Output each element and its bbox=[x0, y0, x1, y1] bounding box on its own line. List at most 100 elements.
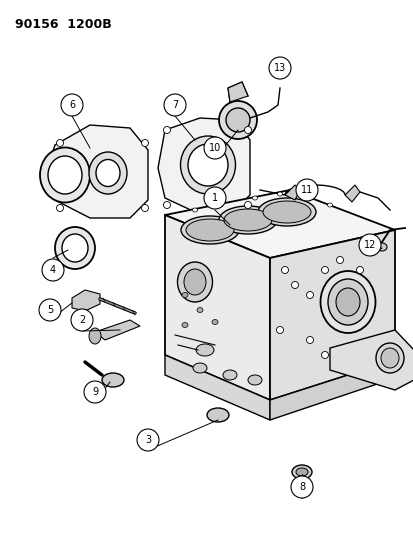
Ellipse shape bbox=[183, 269, 206, 295]
Text: 11: 11 bbox=[300, 185, 312, 195]
Ellipse shape bbox=[336, 256, 343, 263]
Circle shape bbox=[268, 57, 290, 79]
Ellipse shape bbox=[141, 205, 148, 212]
Polygon shape bbox=[228, 82, 247, 102]
Ellipse shape bbox=[269, 61, 289, 75]
Ellipse shape bbox=[291, 281, 298, 288]
Circle shape bbox=[71, 309, 93, 331]
Ellipse shape bbox=[55, 227, 95, 269]
Text: 5: 5 bbox=[47, 305, 53, 315]
Ellipse shape bbox=[375, 343, 403, 373]
Ellipse shape bbox=[180, 136, 235, 194]
Ellipse shape bbox=[89, 328, 101, 344]
Ellipse shape bbox=[102, 373, 124, 387]
Ellipse shape bbox=[163, 201, 170, 208]
Polygon shape bbox=[95, 320, 140, 340]
Circle shape bbox=[61, 94, 83, 116]
Circle shape bbox=[204, 137, 225, 159]
Ellipse shape bbox=[206, 408, 228, 422]
Ellipse shape bbox=[188, 144, 228, 186]
Ellipse shape bbox=[56, 140, 63, 147]
Polygon shape bbox=[165, 215, 269, 400]
Ellipse shape bbox=[192, 208, 197, 212]
Polygon shape bbox=[329, 330, 413, 390]
Ellipse shape bbox=[302, 193, 307, 197]
Ellipse shape bbox=[276, 327, 283, 334]
Ellipse shape bbox=[327, 279, 367, 325]
Ellipse shape bbox=[163, 126, 170, 133]
Circle shape bbox=[204, 187, 225, 209]
Ellipse shape bbox=[291, 465, 311, 479]
Polygon shape bbox=[165, 355, 269, 420]
Ellipse shape bbox=[197, 308, 202, 312]
Text: 8: 8 bbox=[298, 482, 304, 492]
Text: 2: 2 bbox=[79, 315, 85, 325]
Polygon shape bbox=[45, 125, 147, 218]
Text: 10: 10 bbox=[209, 143, 221, 153]
Circle shape bbox=[358, 234, 380, 256]
Circle shape bbox=[84, 381, 106, 403]
Ellipse shape bbox=[177, 262, 212, 302]
Circle shape bbox=[290, 476, 312, 498]
Text: 12: 12 bbox=[363, 240, 375, 250]
Ellipse shape bbox=[48, 156, 82, 194]
Ellipse shape bbox=[223, 209, 271, 231]
Ellipse shape bbox=[273, 64, 285, 72]
Circle shape bbox=[295, 179, 317, 201]
Text: 4: 4 bbox=[50, 265, 56, 275]
Ellipse shape bbox=[182, 322, 188, 327]
Ellipse shape bbox=[223, 370, 236, 380]
Ellipse shape bbox=[244, 201, 251, 208]
Polygon shape bbox=[344, 185, 359, 202]
Ellipse shape bbox=[281, 266, 288, 273]
Circle shape bbox=[39, 299, 61, 321]
Polygon shape bbox=[72, 290, 100, 311]
Ellipse shape bbox=[262, 201, 310, 223]
Ellipse shape bbox=[180, 216, 238, 244]
Ellipse shape bbox=[306, 336, 313, 343]
Ellipse shape bbox=[211, 319, 218, 325]
Polygon shape bbox=[165, 190, 394, 258]
Ellipse shape bbox=[376, 243, 386, 251]
Text: 1: 1 bbox=[211, 193, 218, 203]
Ellipse shape bbox=[327, 203, 332, 207]
Ellipse shape bbox=[195, 344, 214, 356]
Ellipse shape bbox=[380, 348, 398, 368]
Ellipse shape bbox=[320, 271, 375, 333]
Polygon shape bbox=[158, 118, 249, 212]
Ellipse shape bbox=[277, 192, 282, 196]
Circle shape bbox=[137, 429, 159, 451]
Circle shape bbox=[164, 94, 185, 116]
Ellipse shape bbox=[257, 198, 315, 226]
Ellipse shape bbox=[321, 266, 328, 273]
Ellipse shape bbox=[335, 288, 359, 316]
Text: 9: 9 bbox=[92, 387, 98, 397]
Ellipse shape bbox=[252, 196, 257, 200]
Ellipse shape bbox=[244, 126, 251, 133]
Ellipse shape bbox=[96, 159, 120, 187]
Ellipse shape bbox=[89, 152, 127, 194]
Ellipse shape bbox=[218, 206, 276, 234]
Ellipse shape bbox=[356, 266, 363, 273]
Polygon shape bbox=[269, 360, 394, 420]
Ellipse shape bbox=[182, 293, 188, 297]
Text: 6: 6 bbox=[69, 100, 75, 110]
Ellipse shape bbox=[295, 468, 307, 476]
Polygon shape bbox=[269, 230, 394, 400]
Ellipse shape bbox=[306, 292, 313, 298]
Ellipse shape bbox=[185, 219, 233, 241]
Polygon shape bbox=[284, 185, 299, 200]
Text: 3: 3 bbox=[145, 435, 151, 445]
Ellipse shape bbox=[56, 205, 63, 212]
Ellipse shape bbox=[218, 101, 256, 139]
Ellipse shape bbox=[217, 203, 222, 207]
Ellipse shape bbox=[225, 108, 249, 132]
Text: 13: 13 bbox=[273, 63, 285, 73]
Circle shape bbox=[42, 259, 64, 281]
Ellipse shape bbox=[141, 140, 148, 147]
Ellipse shape bbox=[40, 148, 90, 203]
Text: 7: 7 bbox=[171, 100, 178, 110]
Text: 90156  1200B: 90156 1200B bbox=[15, 18, 112, 31]
Ellipse shape bbox=[321, 351, 328, 359]
Ellipse shape bbox=[247, 375, 261, 385]
